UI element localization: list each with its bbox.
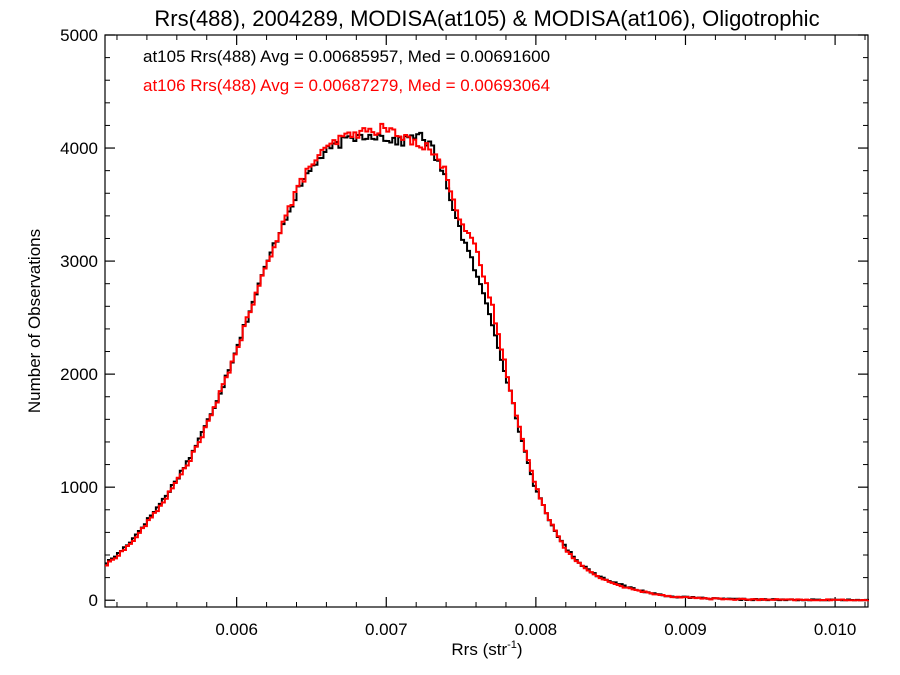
x-tick-label: 0.008 <box>515 620 558 639</box>
series-layer <box>105 122 869 602</box>
chart-title: Rrs(488), 2004289, MODISA(at105) & MODIS… <box>154 6 819 31</box>
x-tick-label: 0.009 <box>664 620 707 639</box>
x-axis-label: Rrs (str-1) <box>451 639 522 659</box>
annotation-at105: at105 Rrs(488) Avg = 0.00685957, Med = 0… <box>143 47 550 66</box>
series-at106-line <box>105 122 869 602</box>
x-tick-label: 0.006 <box>215 620 258 639</box>
x-tick-label: 0.010 <box>814 620 857 639</box>
plot-frame <box>104 34 869 608</box>
x-axis: 0.006 0.007 0.008 0.009 0.010 <box>116 35 866 639</box>
y-tick-label: 2000 <box>60 365 98 384</box>
y-tick-label: 0 <box>89 591 98 610</box>
plot-area <box>104 34 869 608</box>
y-tick-label: 5000 <box>60 26 98 45</box>
series-at105-line <box>105 131 869 602</box>
y-tick-label: 3000 <box>60 252 98 271</box>
x-axis-label-close: ) <box>517 640 523 659</box>
y-tick-label: 4000 <box>60 139 98 158</box>
x-axis-label-sup: -1 <box>507 639 517 651</box>
annotation-at106: at106 Rrs(488) Avg = 0.00687279, Med = 0… <box>143 76 550 95</box>
y-tick-label: 1000 <box>60 478 98 497</box>
x-tick-label: 0.007 <box>365 620 408 639</box>
y-axis: 0 1000 2000 3000 4000 5000 <box>60 26 868 610</box>
x-axis-label-main: Rrs (str <box>451 640 507 659</box>
y-axis-label: Number of Observations <box>25 229 44 413</box>
